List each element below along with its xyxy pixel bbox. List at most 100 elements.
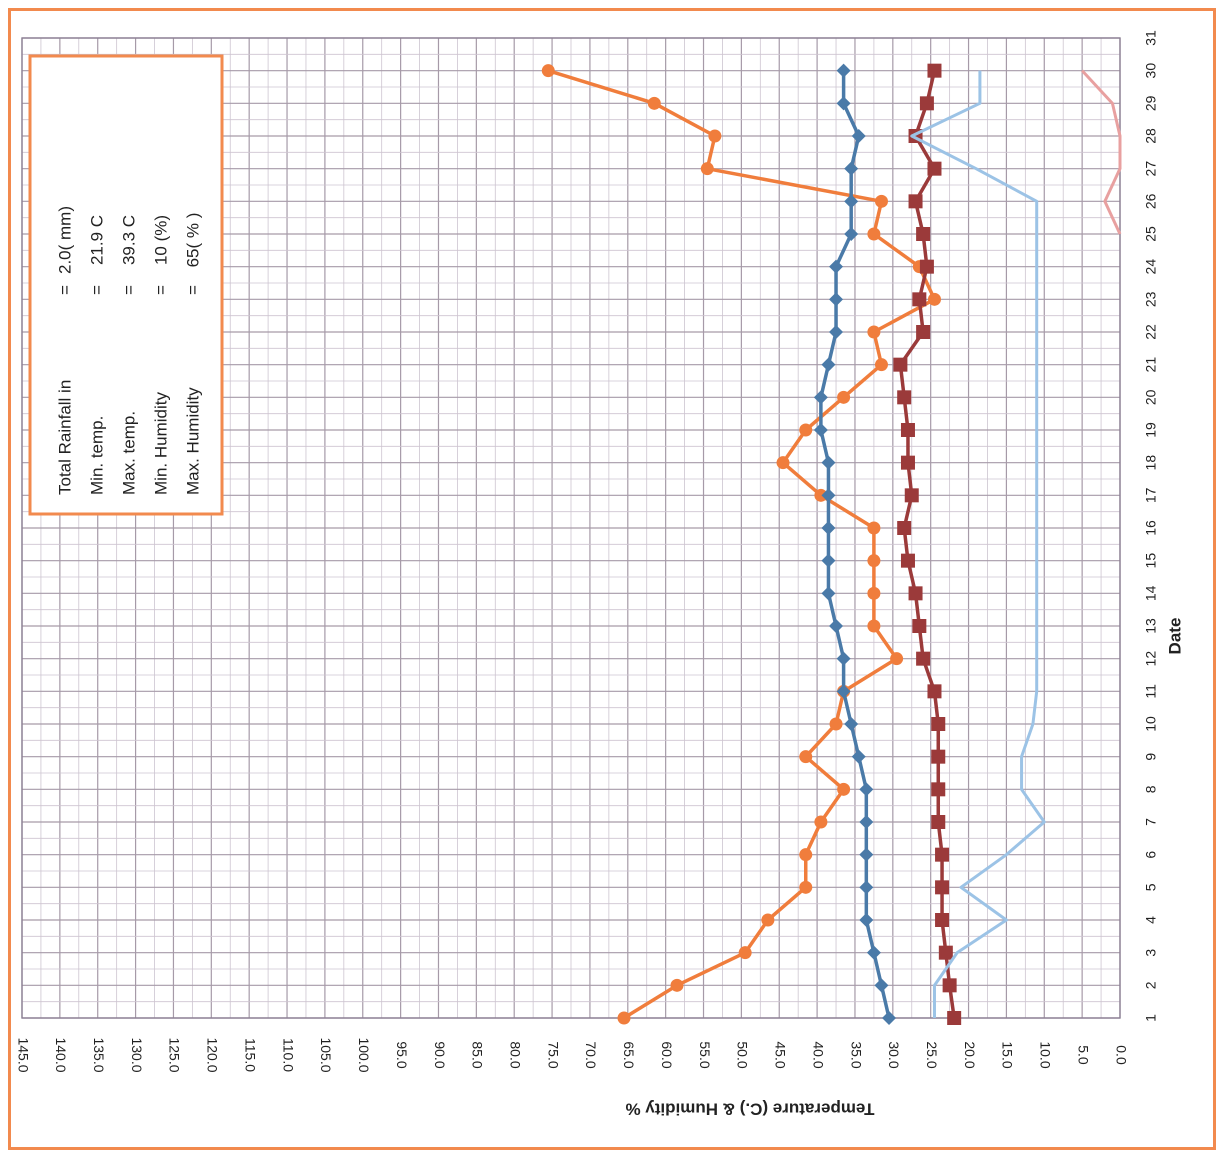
data-point xyxy=(866,945,881,960)
legend-value: 2.0( mm) xyxy=(55,206,74,274)
data-point xyxy=(829,717,843,731)
data-point xyxy=(938,945,953,960)
x-tick-label: 28 xyxy=(1143,128,1159,144)
x-tick-label: 18 xyxy=(1143,455,1159,471)
x-tick-label: 6 xyxy=(1143,851,1159,859)
y-tick-label: 85.0 xyxy=(470,1041,486,1068)
data-point xyxy=(738,946,752,960)
data-point xyxy=(874,358,888,372)
x-tick-label: 14 xyxy=(1143,585,1159,601)
y-tick-label: 135.0 xyxy=(91,1037,107,1072)
data-point xyxy=(947,1011,962,1025)
series-line-4 xyxy=(910,70,1046,1018)
data-point xyxy=(851,129,866,143)
data-point xyxy=(859,847,874,862)
y-tick-label: 105.0 xyxy=(318,1037,334,1072)
x-tick-label: 2 xyxy=(1143,981,1159,989)
plot-border xyxy=(21,37,1121,1019)
data-point xyxy=(776,456,790,470)
y-tick-label: 45.0 xyxy=(773,1041,789,1068)
data-point xyxy=(829,259,844,274)
x-tick-label: 1 xyxy=(1143,1014,1159,1022)
data-point xyxy=(867,521,881,535)
x-tick-label: 12 xyxy=(1143,651,1159,667)
data-point xyxy=(799,848,813,862)
x-tick-label: 30 xyxy=(1143,63,1159,79)
data-point xyxy=(900,423,915,437)
data-point xyxy=(912,619,927,633)
data-point xyxy=(882,1011,897,1025)
data-point xyxy=(761,913,775,927)
data-point xyxy=(647,96,661,110)
data-point xyxy=(900,553,915,568)
legend-rows: Total Rainfall in = 2.0( mm) Min. temp. = 21.… xyxy=(55,206,202,495)
legend-value: 10 (%) xyxy=(151,215,170,265)
y-axis-title: Temperature (C.) & Humidity % xyxy=(625,1100,874,1119)
y-tick-label: 5.0 xyxy=(1075,1045,1091,1065)
x-axis-title: Date xyxy=(1165,618,1184,655)
data-point xyxy=(919,96,934,111)
data-point xyxy=(837,390,851,404)
data-point xyxy=(799,750,813,764)
x-tick-label: 7 xyxy=(1143,818,1159,826)
data-point xyxy=(908,194,923,209)
data-point xyxy=(821,357,836,372)
data-point xyxy=(935,913,950,927)
x-tick-label: 25 xyxy=(1143,226,1159,242)
data-point xyxy=(836,96,851,111)
y-tick-label: 75.0 xyxy=(545,1041,561,1068)
data-point xyxy=(821,521,836,535)
y-tick-label: 125.0 xyxy=(167,1037,183,1072)
y-tick-labels: 0.0 5.0 10.0 15.0 20.0 25.0 30.0 35.0 40.0 45.0 50… xyxy=(15,1037,1129,1072)
data-point xyxy=(814,815,828,829)
y-tick-label: 0.0 xyxy=(1113,1045,1129,1065)
legend-value: 65( % ) xyxy=(183,213,202,268)
y-tick-label: 25.0 xyxy=(924,1041,940,1068)
x-tick-label: 11 xyxy=(1143,684,1159,699)
x-tick-label: 27 xyxy=(1143,161,1159,177)
data-point xyxy=(897,390,912,405)
data-point xyxy=(844,194,859,209)
data-point xyxy=(821,488,836,503)
data-point xyxy=(916,325,931,339)
y-tick-label: 120.0 xyxy=(205,1037,221,1072)
data-point xyxy=(821,553,836,568)
data-point xyxy=(916,227,931,241)
data-point xyxy=(874,978,889,993)
data-point xyxy=(927,63,942,78)
y-tick-label: 145.0 xyxy=(15,1037,31,1072)
x-tick-label: 13 xyxy=(1143,618,1159,634)
data-point xyxy=(700,162,714,176)
data-point xyxy=(874,194,888,208)
legend-value: 39.3 C xyxy=(119,215,138,265)
x-tick-label: 19 xyxy=(1143,422,1159,438)
y-tick-label: 60.0 xyxy=(659,1041,675,1068)
x-tick-label: 24 xyxy=(1143,259,1159,275)
data-point xyxy=(829,292,844,307)
x-tick-label: 9 xyxy=(1143,753,1159,761)
legend-value: 21.9 C xyxy=(87,215,106,265)
data-point xyxy=(931,717,946,731)
data-point xyxy=(890,652,904,666)
y-tick-label: 80.0 xyxy=(508,1041,524,1068)
data-point xyxy=(931,749,946,764)
data-point xyxy=(837,782,851,796)
data-point xyxy=(867,325,881,339)
x-tick-label: 15 xyxy=(1143,553,1159,569)
x-tick-label: 17 xyxy=(1143,487,1159,503)
data-point xyxy=(867,554,881,568)
data-point xyxy=(931,815,946,829)
data-point xyxy=(844,161,859,176)
x-tick-label: 31 xyxy=(1143,30,1159,46)
y-tick-label: 90.0 xyxy=(432,1041,448,1068)
data-point xyxy=(836,684,851,699)
data-point xyxy=(867,586,881,600)
data-point xyxy=(859,782,874,797)
y-tick-label: 50.0 xyxy=(735,1041,751,1068)
data-point xyxy=(912,292,927,307)
data-point xyxy=(813,390,828,405)
legend-equals: = xyxy=(151,285,170,295)
data-point xyxy=(859,880,874,895)
data-point xyxy=(821,455,836,470)
